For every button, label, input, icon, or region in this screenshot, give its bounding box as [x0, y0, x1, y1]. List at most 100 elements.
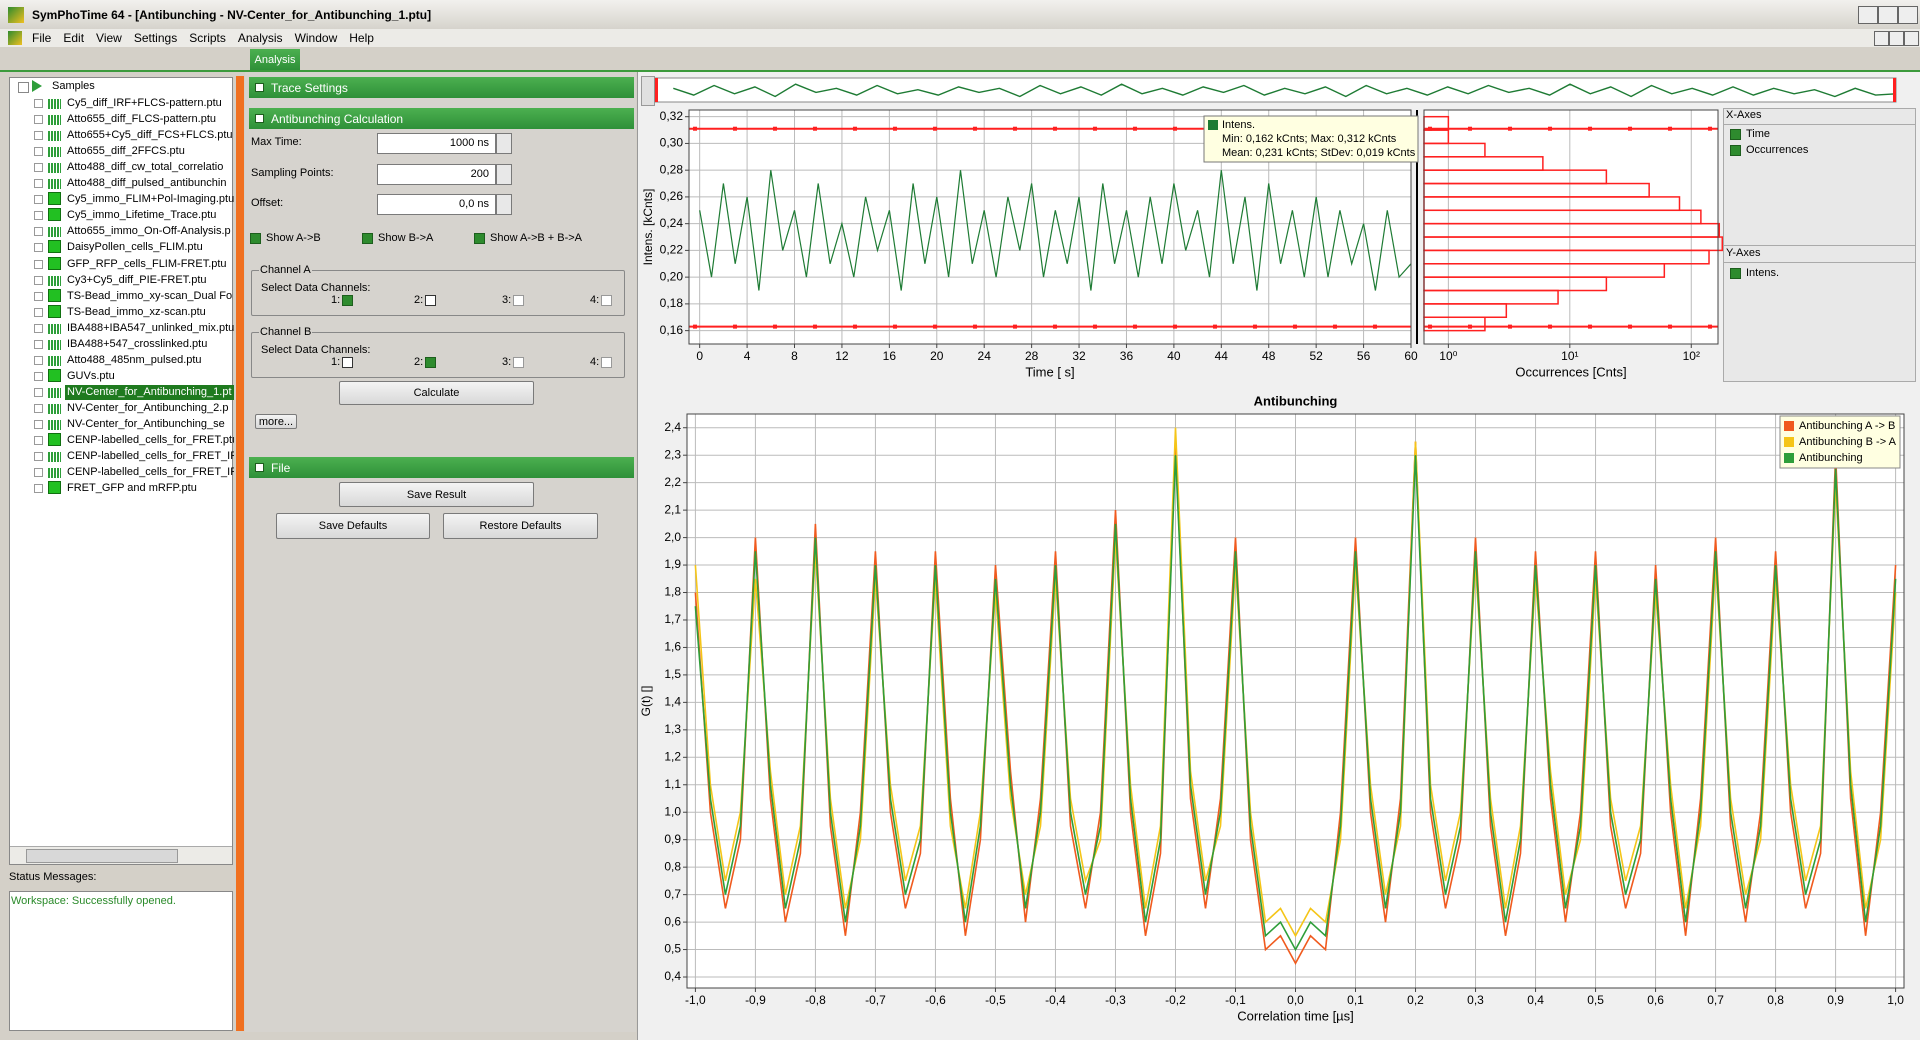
reference-marker [1173, 325, 1177, 329]
reference-marker [933, 325, 937, 329]
reference-marker [1213, 325, 1217, 329]
y-axis-label: G(t) [] [639, 686, 653, 717]
x-tick-label: 10⁰ [1439, 349, 1457, 363]
reference-marker [733, 127, 737, 131]
x-tick-label: 0,0 [1287, 993, 1304, 1007]
x-tick-label: 36 [1120, 349, 1134, 363]
reference-marker [1373, 325, 1377, 329]
x-tick-label: 0,6 [1647, 993, 1664, 1007]
x-tick-label: 12 [835, 349, 849, 363]
x-tick-label: 0,9 [1827, 993, 1844, 1007]
y-tick-label: 0,22 [660, 243, 684, 257]
tooltip-line: Mean: 0,231 kCnts; StDev: 0,019 kCnts [1222, 147, 1416, 159]
y-tick-label: 2,4 [664, 420, 681, 434]
y-tick-label: 2,1 [664, 502, 681, 516]
reference-marker [1428, 127, 1432, 131]
reference-marker [1093, 325, 1097, 329]
reference-marker [693, 325, 697, 329]
reference-marker [1508, 127, 1512, 131]
reference-marker [1013, 325, 1017, 329]
y-tick-label: 0,32 [660, 109, 684, 123]
x-tick-label: -0,8 [805, 993, 826, 1007]
overview-range-right [1893, 78, 1896, 102]
x-tick-label: 0,4 [1527, 993, 1544, 1007]
legend-label: Antibunching B -> A [1799, 436, 1897, 448]
reference-marker [1093, 127, 1097, 131]
x-tick-label: 1,0 [1887, 993, 1904, 1007]
y-tick-label: 0,4 [664, 969, 681, 983]
x-tick-label: 8 [791, 349, 798, 363]
tooltip-title: Intens. [1222, 119, 1255, 131]
y-tick-label: 1,6 [664, 640, 681, 654]
x-tick-label: -0,1 [1225, 993, 1246, 1007]
reference-marker [1013, 127, 1017, 131]
reference-marker [813, 325, 817, 329]
reference-marker [853, 127, 857, 131]
y-tick-label: 1,5 [664, 667, 681, 681]
reference-marker [1333, 325, 1337, 329]
y-tick-label: 0,16 [660, 323, 684, 337]
reference-marker [733, 325, 737, 329]
x-tick-label: -0,2 [1165, 993, 1186, 1007]
reference-marker [1253, 325, 1257, 329]
y-tick-label: 0,30 [660, 136, 684, 150]
x-axis-label: Time [ s] [1025, 364, 1074, 379]
y-tick-label: 0,24 [660, 216, 684, 230]
legend-label: Antibunching A -> B [1799, 420, 1895, 432]
x-tick-label: -0,9 [745, 993, 766, 1007]
plot-background [1424, 110, 1718, 344]
x-tick-label: -0,5 [985, 993, 1006, 1007]
x-tick-label: 4 [744, 349, 751, 363]
x-tick-label: -0,7 [865, 993, 886, 1007]
reference-marker [893, 127, 897, 131]
y-tick-label: 1,7 [664, 612, 681, 626]
x-tick-label: 56 [1357, 349, 1371, 363]
reference-marker [973, 325, 977, 329]
reference-marker [1053, 127, 1057, 131]
x-tick-label: 10¹ [1561, 349, 1578, 363]
x-tick-label: 60 [1404, 349, 1418, 363]
y-tick-label: 0,9 [664, 832, 681, 846]
reference-marker [1133, 325, 1137, 329]
x-tick-label: 0,8 [1767, 993, 1784, 1007]
tooltip-swatch [1208, 120, 1218, 130]
x-tick-label: 40 [1167, 349, 1181, 363]
x-tick-label: -0,3 [1105, 993, 1126, 1007]
x-tick-label: 0,3 [1467, 993, 1484, 1007]
x-axis-label: Occurrences [Cnts] [1515, 364, 1626, 379]
legend-swatch [1784, 453, 1794, 463]
y-tick-label: 1,2 [664, 749, 681, 763]
reference-marker [1708, 325, 1712, 329]
x-tick-label: 32 [1072, 349, 1086, 363]
overview-range-left [655, 78, 658, 102]
reference-marker [1628, 127, 1632, 131]
x-tick-label: 48 [1262, 349, 1276, 363]
x-tick-label: 20 [930, 349, 944, 363]
y-tick-label: 0,7 [664, 887, 681, 901]
legend-label: Antibunching [1799, 452, 1863, 464]
reference-marker [893, 325, 897, 329]
reference-marker [1428, 325, 1432, 329]
x-tick-label: -0,6 [925, 993, 946, 1007]
reference-marker [1668, 325, 1672, 329]
reference-marker [1173, 127, 1177, 131]
y-tick-label: 1,0 [664, 804, 681, 818]
reference-marker [1548, 127, 1552, 131]
x-tick-label: -1,0 [685, 993, 706, 1007]
y-axis-label: Intens. [kCnts] [641, 189, 655, 266]
x-tick-label: 44 [1215, 349, 1229, 363]
x-tick-label: 0,5 [1587, 993, 1604, 1007]
chart-title: Antibunching [1254, 393, 1338, 408]
y-tick-label: 0,26 [660, 189, 684, 203]
reference-marker [1468, 325, 1472, 329]
legend-swatch [1784, 437, 1794, 447]
y-tick-label: 0,5 [664, 942, 681, 956]
x-axis-label: Correlation time [µs] [1237, 1008, 1354, 1023]
reference-marker [1053, 325, 1057, 329]
y-tick-label: 2,2 [664, 475, 681, 489]
y-tick-label: 2,0 [664, 530, 681, 544]
x-tick-label: 0,2 [1407, 993, 1424, 1007]
x-tick-label: 52 [1309, 349, 1323, 363]
